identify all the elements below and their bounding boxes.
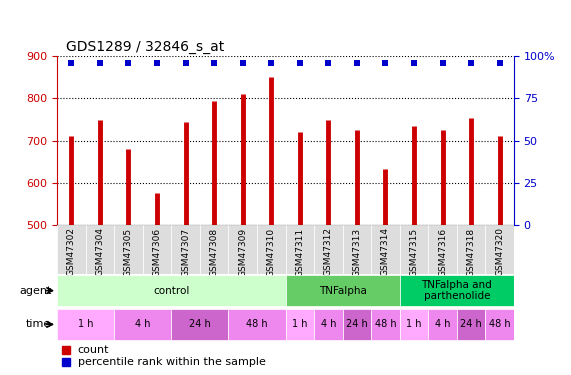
FancyBboxPatch shape — [286, 225, 314, 274]
FancyBboxPatch shape — [228, 309, 286, 340]
Text: GSM47307: GSM47307 — [181, 227, 190, 277]
FancyBboxPatch shape — [428, 225, 457, 274]
Text: TNFalpha: TNFalpha — [319, 286, 367, 296]
Text: 4 h: 4 h — [135, 320, 151, 329]
Text: TNFalpha and
parthenolide: TNFalpha and parthenolide — [421, 280, 492, 302]
Text: 48 h: 48 h — [246, 320, 268, 329]
Text: GSM47314: GSM47314 — [381, 227, 390, 276]
Text: GSM47302: GSM47302 — [67, 227, 76, 276]
FancyBboxPatch shape — [400, 275, 514, 306]
Text: GSM47309: GSM47309 — [238, 227, 247, 277]
FancyBboxPatch shape — [114, 309, 171, 340]
FancyBboxPatch shape — [428, 309, 457, 340]
Text: GSM47305: GSM47305 — [124, 227, 133, 277]
FancyBboxPatch shape — [343, 225, 371, 274]
Text: GSM47304: GSM47304 — [95, 227, 104, 276]
Text: GSM47310: GSM47310 — [267, 227, 276, 277]
FancyBboxPatch shape — [86, 225, 114, 274]
FancyBboxPatch shape — [485, 309, 514, 340]
FancyBboxPatch shape — [286, 275, 400, 306]
FancyBboxPatch shape — [314, 309, 343, 340]
Text: 1 h: 1 h — [406, 320, 422, 329]
Text: 1 h: 1 h — [292, 320, 308, 329]
FancyBboxPatch shape — [314, 225, 343, 274]
Text: 48 h: 48 h — [489, 320, 510, 329]
FancyBboxPatch shape — [143, 225, 171, 274]
FancyBboxPatch shape — [343, 309, 371, 340]
Text: 1 h: 1 h — [78, 320, 94, 329]
Text: GSM47308: GSM47308 — [210, 227, 219, 277]
FancyBboxPatch shape — [114, 225, 143, 274]
Text: 24 h: 24 h — [189, 320, 211, 329]
Text: 48 h: 48 h — [375, 320, 396, 329]
Text: 4 h: 4 h — [435, 320, 451, 329]
Text: GSM47313: GSM47313 — [352, 227, 361, 277]
FancyBboxPatch shape — [457, 309, 485, 340]
FancyBboxPatch shape — [200, 225, 228, 274]
FancyBboxPatch shape — [286, 309, 314, 340]
FancyBboxPatch shape — [485, 225, 514, 274]
Text: GSM47320: GSM47320 — [495, 227, 504, 276]
Text: percentile rank within the sample: percentile rank within the sample — [78, 357, 266, 367]
FancyBboxPatch shape — [400, 225, 428, 274]
FancyBboxPatch shape — [228, 225, 257, 274]
Text: GSM47312: GSM47312 — [324, 227, 333, 276]
FancyBboxPatch shape — [171, 225, 200, 274]
FancyBboxPatch shape — [400, 309, 428, 340]
FancyBboxPatch shape — [371, 309, 400, 340]
Text: GSM47311: GSM47311 — [295, 227, 304, 277]
Text: GDS1289 / 32846_s_at: GDS1289 / 32846_s_at — [66, 40, 224, 54]
Text: GSM47315: GSM47315 — [409, 227, 419, 277]
FancyBboxPatch shape — [457, 225, 485, 274]
Text: GSM47316: GSM47316 — [438, 227, 447, 277]
Text: GSM47306: GSM47306 — [152, 227, 162, 277]
FancyBboxPatch shape — [57, 309, 114, 340]
Text: time: time — [26, 320, 51, 329]
FancyBboxPatch shape — [57, 225, 86, 274]
Text: 24 h: 24 h — [460, 320, 482, 329]
Text: 24 h: 24 h — [346, 320, 368, 329]
Text: agent: agent — [19, 286, 51, 296]
Text: control: control — [153, 286, 190, 296]
FancyBboxPatch shape — [257, 225, 286, 274]
Text: count: count — [78, 345, 109, 355]
FancyBboxPatch shape — [371, 225, 400, 274]
FancyBboxPatch shape — [171, 309, 228, 340]
FancyBboxPatch shape — [57, 275, 286, 306]
Text: 4 h: 4 h — [320, 320, 336, 329]
Text: GSM47318: GSM47318 — [467, 227, 476, 277]
